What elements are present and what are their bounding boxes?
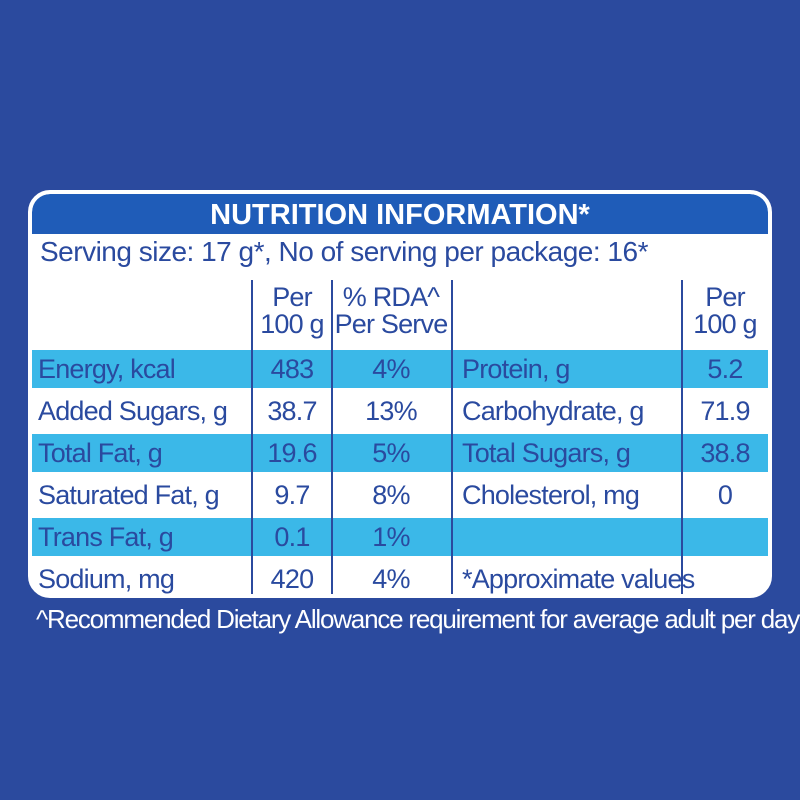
row-band (32, 518, 768, 556)
header-line: % RDA^ (342, 282, 440, 312)
row-band (32, 350, 768, 388)
value: 38.7 (267, 395, 317, 426)
value: 1% (372, 521, 410, 552)
value: 4% (372, 563, 410, 594)
nutrition-panel: NUTRITION INFORMATION* Serving size: 17 … (28, 190, 772, 598)
value: 0.1 (274, 521, 310, 552)
column-header: % RDA^ Per Serve (332, 280, 450, 342)
row-label: Total Sugars, g (462, 437, 631, 468)
header-line: 100 g (693, 309, 757, 339)
value: 5.2 (707, 353, 743, 384)
value: 38.8 (700, 437, 750, 468)
value: 8% (372, 479, 410, 510)
row-label: Protein, g (462, 353, 570, 384)
value: 0 (717, 479, 733, 510)
column-header: Per 100 g (682, 280, 768, 342)
header-line: Per (705, 282, 745, 312)
footnote: ^Recommended Dietary Allowance requireme… (36, 604, 800, 634)
column-line (251, 280, 253, 594)
column-line (331, 280, 333, 594)
row-label: Trans Fat, g (38, 521, 174, 552)
value: 13% (365, 395, 417, 426)
row-label: Cholesterol, mg (462, 479, 640, 510)
row-label: Added Sugars, g (38, 395, 228, 426)
value: 71.9 (700, 395, 750, 426)
value: 4% (372, 353, 410, 384)
value: 5% (372, 437, 410, 468)
title: NUTRITION INFORMATION* (32, 194, 768, 234)
row-label: Saturated Fat, g (38, 479, 220, 510)
note: *Approximate values (462, 563, 695, 594)
row-label: Energy, kcal (38, 353, 176, 384)
row-label: Sodium, mg (38, 563, 175, 594)
column-line (681, 280, 683, 594)
header-line: 100 g (260, 309, 324, 339)
value: 9.7 (274, 479, 310, 510)
column-header: Per 100 g (252, 280, 332, 342)
row-band (32, 434, 768, 472)
value: 483 (270, 353, 314, 384)
header-line: Per Serve (334, 309, 449, 339)
value: 19.6 (267, 437, 317, 468)
row-label: Carbohydrate, g (462, 395, 644, 426)
header-line: Per (272, 282, 312, 312)
column-line (451, 280, 453, 594)
row-label: Total Fat, g (38, 437, 163, 468)
value: 420 (270, 563, 314, 594)
serving-info: Serving size: 17 g*, No of serving per p… (40, 236, 648, 267)
